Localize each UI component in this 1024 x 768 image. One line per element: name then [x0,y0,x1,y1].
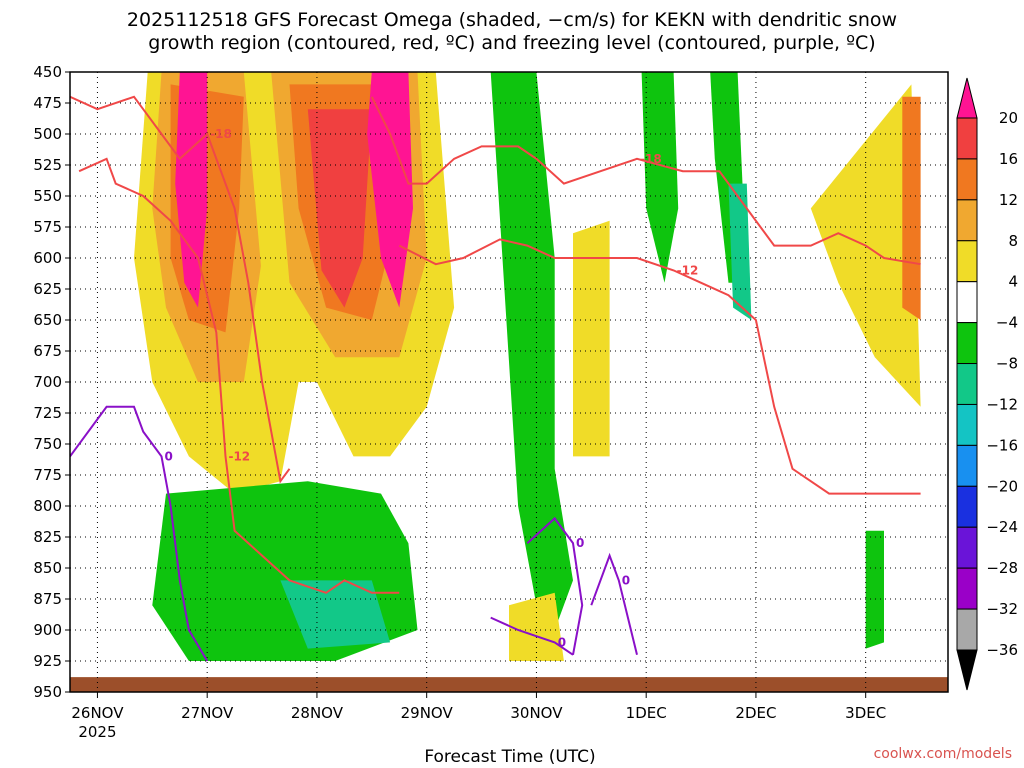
omega-shade-region [175,72,208,308]
omega-shade-region [641,72,679,283]
colorbar-label: 8 [1008,232,1018,250]
omega-shade-region [902,96,921,320]
y-tick-label: 775 [33,466,62,484]
credit-text: coolwx.com/models [874,746,1012,762]
colorbar-label: 4 [1008,273,1018,291]
colorbar-label: −8 [996,355,1018,373]
colorbar-label: 12 [999,191,1018,209]
dgz-contour [78,157,400,594]
omega-shade-region [367,72,413,308]
dgz-contour [370,96,921,266]
dgz-contour [70,95,291,484]
x-tick-label: 2DEC [735,704,776,722]
x-tick-label: 29NOV [401,704,454,722]
y-tick-label: 475 [33,94,62,112]
plot-area: -18 -12 -18 -12 0 0 0 0 [70,72,948,692]
colorbar-box [956,403,978,446]
colorbar-label: −36 [986,641,1018,659]
y-tick-label: 700 [33,373,62,391]
colorbar-label: −16 [986,436,1018,454]
y-tick-label: 550 [33,187,62,205]
colorbar: 20 16 12 8 4 −4 −8 −12 −16 −20 −24 −28 −32 −36 [956,77,1018,691]
colorbar-box [956,117,978,160]
colorbar-label: −4 [996,314,1018,332]
colorbar-top-arrow [956,77,978,119]
y-tick-label: 850 [33,559,62,577]
colorbar-box [956,363,978,405]
dgz-contour-label: -18 [640,152,662,166]
freezing-contour [590,552,638,656]
y-tick-label: 800 [33,497,62,515]
colorbar-label: −28 [986,559,1018,577]
freezing-contour-label: 0 [164,449,172,463]
x-tick-label: 3DEC [845,704,886,722]
y-tick-label: 900 [33,621,62,639]
colorbar-box [956,526,978,569]
colorbar-bottom-arrow [956,649,978,691]
colorbar-box [956,608,978,651]
dgz-contour-label: -12 [677,263,699,277]
colorbar-label: 16 [999,150,1018,168]
y-tick-label: 825 [33,528,62,546]
x-tick-label: 26NOV [71,704,124,722]
dgz-contour-label: -18 [210,127,232,141]
colorbar-box [956,322,978,365]
colorbar-box [956,158,978,201]
colorbar-label: −24 [986,518,1018,536]
omega-shade-region [573,220,610,457]
y-tick-label: 625 [33,280,62,298]
x-year-label: 2025 [78,723,116,741]
freezing-contour [490,616,574,656]
omega-shade-region [865,530,884,649]
omega-shade-region [280,580,391,649]
colorbar-label: 20 [999,109,1018,127]
colorbar-box [956,199,978,242]
freezing-contour [70,405,209,662]
x-axis-title: Forecast Time (UTC) [424,747,595,767]
colorbar-box [956,444,978,487]
y-tick-label: 950 [33,683,62,701]
freezing-contour-label: 0 [622,573,630,587]
omega-shade-region [490,72,573,655]
omega-shade-region [509,592,564,661]
y-tick-label: 725 [33,404,62,422]
terrain-band [70,677,948,692]
y-tick-label: 650 [33,311,62,329]
dgz-contour [398,238,921,495]
y-tick-label: 600 [33,249,62,267]
x-tick-label: 27NOV [181,704,234,722]
colorbar-label: −12 [986,395,1018,413]
chart-title-line-2: growth region (contoured, red, ºC) and f… [148,32,875,54]
dgz-contour-label: -12 [228,449,250,463]
freezing-contour [526,516,584,655]
axes: 450 475 500 525 550 575 600 625 650 675 700 725 750 7… [33,63,949,741]
y-tick-label: 575 [33,218,62,236]
x-tick-label: 1DEC [626,704,667,722]
colorbar-box [956,485,978,528]
colorbar-label: −32 [986,600,1018,618]
y-tick-label: 925 [33,652,62,670]
colorbar-label: −20 [986,477,1018,495]
y-tick-label: 750 [33,435,62,453]
freezing-contour-label: 0 [576,536,584,550]
y-tick-label: 500 [33,125,62,143]
y-tick-label: 875 [33,590,62,608]
colorbar-box [956,281,978,324]
y-tick-label: 525 [33,156,62,174]
x-tick-label: 30NOV [510,704,563,722]
omega-shade-region [728,183,752,320]
colorbar-box [956,240,978,283]
y-tick-label: 450 [33,63,62,81]
y-tick-label: 675 [33,342,62,360]
chart-title-line-1: 2025112518 GFS Forecast Omega (shaded, −… [127,9,897,31]
x-tick-label: 28NOV [291,704,344,722]
freezing-contour-label: 0 [558,635,566,649]
colorbar-box [956,567,978,610]
